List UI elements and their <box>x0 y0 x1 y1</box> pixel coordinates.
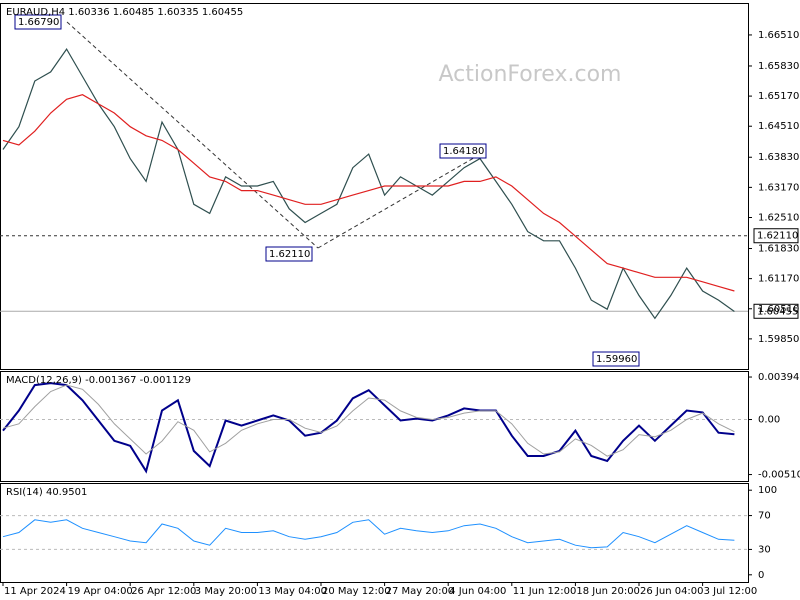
x-tick-label: 4 Jun 04:00 <box>449 586 506 597</box>
y-tick-label: 1.64510 <box>758 121 799 132</box>
annotation: 1.62110 <box>269 249 310 260</box>
x-tick-label: 13 May 04:00 <box>258 586 327 597</box>
x-tick-label: 11 Apr 2024 <box>4 586 66 597</box>
x-tick-label: 3 May 20:00 <box>195 586 257 597</box>
watermark: ActionForex.com <box>439 62 622 87</box>
x-tick-label: 3 Jul 12:00 <box>704 586 758 597</box>
x-tick-label: 18 Jun 20:00 <box>576 586 640 597</box>
y-tick-label: 1.65170 <box>758 91 799 102</box>
y-tick-label: 1.59850 <box>758 334 799 345</box>
x-tick-label: 20 May 12:00 <box>322 586 391 597</box>
y-tick-label: 70 <box>758 511 771 522</box>
y-tick-label: 100 <box>758 485 777 496</box>
annotation-box <box>592 351 640 367</box>
series-line <box>2 94 735 292</box>
y-tick-label: 1.65830 <box>758 61 799 72</box>
y-tick-label: 0.003941 <box>758 372 800 383</box>
panel-frame <box>0 3 749 370</box>
x-tick-label: 26 Apr 12:00 <box>131 586 196 597</box>
price-label: 1.60455 <box>757 306 798 317</box>
x-tick-label: 27 May 20:00 <box>386 586 455 597</box>
y-tick-label: 0.00 <box>758 415 780 426</box>
y-tick-label: 1.66510 <box>758 30 799 41</box>
y-tick-label: -0.005103 <box>758 470 800 481</box>
x-tick-label: 26 Jun 04:00 <box>640 586 704 597</box>
annotation: 1.59960 <box>596 354 637 365</box>
panel-frame <box>0 371 749 482</box>
y-tick-label: 30 <box>758 544 771 555</box>
panel-title: EURAUD,H4 1.60336 1.60485 1.60335 1.6045… <box>6 7 243 18</box>
annotation-box <box>265 246 313 262</box>
series-line <box>2 519 735 549</box>
annotation: 1.66790 <box>18 17 59 28</box>
price-label: 1.62110 <box>757 231 798 242</box>
y-tick-label: 1.61830 <box>758 244 799 255</box>
annotation: 1.64180 <box>443 146 484 157</box>
price-box <box>753 303 799 319</box>
price-box <box>753 228 799 244</box>
series-line <box>2 384 735 457</box>
panel-title: MACD(12,26,9) -0.001367 -0.001129 <box>6 375 191 386</box>
annotation-box <box>439 143 487 159</box>
y-tick-label: 1.60510 <box>758 304 799 315</box>
y-tick-label: 0 <box>758 570 764 581</box>
panel-frame <box>0 483 749 583</box>
annotation-box <box>14 14 62 30</box>
x-tick-label: 11 Jun 12:00 <box>513 586 577 597</box>
trend-line <box>317 151 485 249</box>
y-tick-label: 1.63830 <box>758 152 799 163</box>
y-tick-label: 1.61170 <box>758 274 799 285</box>
trend-line <box>66 21 319 249</box>
series-line <box>2 47 735 320</box>
y-tick-label: 1.63170 <box>758 182 799 193</box>
x-tick-label: 19 Apr 04:00 <box>68 586 133 597</box>
y-tick-label: 1.62510 <box>758 212 799 223</box>
panel-title: RSI(14) 40.9501 <box>6 487 87 498</box>
